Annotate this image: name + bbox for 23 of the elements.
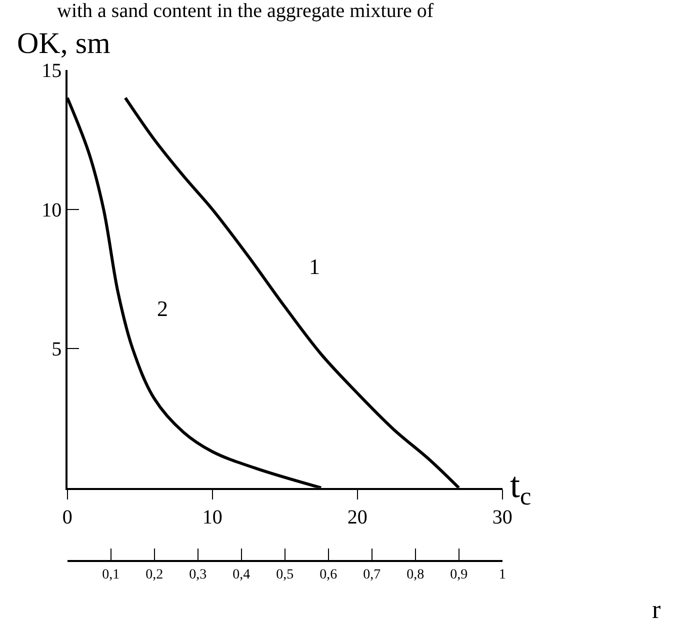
x2-tick-label: 0,2: [146, 568, 164, 583]
y-tick-label: 5: [52, 338, 62, 361]
x-tick-label: 20: [347, 506, 368, 529]
x-axis-title: t$_{c}$: [510, 465, 532, 511]
x2-tick-label: 0,9: [450, 568, 468, 583]
x2-tick-label: 0,4: [232, 568, 250, 583]
x-tick-label: 0: [62, 506, 72, 529]
x-tick-label: 10: [202, 506, 222, 529]
x2-tick-label: 0,7: [363, 568, 381, 583]
x-tick-label: 30: [492, 506, 512, 529]
y-axis-title: OK, sm: [17, 27, 110, 60]
x2-tick-label: 0,3: [189, 568, 207, 583]
x2-tick-label: 0,8: [406, 568, 424, 583]
x2-tick-label: 0,1: [102, 568, 120, 583]
y-tick-label: 10: [42, 199, 62, 222]
series-label: 2: [157, 296, 168, 321]
x2-tick-label: 0,6: [320, 568, 338, 583]
text: with a sand content in the aggregate mixture of: [57, 0, 434, 22]
series-label: 1: [309, 254, 320, 279]
y-tick-label: 15: [42, 60, 62, 82]
x2-axis-title: r: [652, 595, 661, 624]
x2-tick-label: 1: [498, 568, 506, 583]
x2-tick-label: 0,5: [276, 568, 294, 583]
